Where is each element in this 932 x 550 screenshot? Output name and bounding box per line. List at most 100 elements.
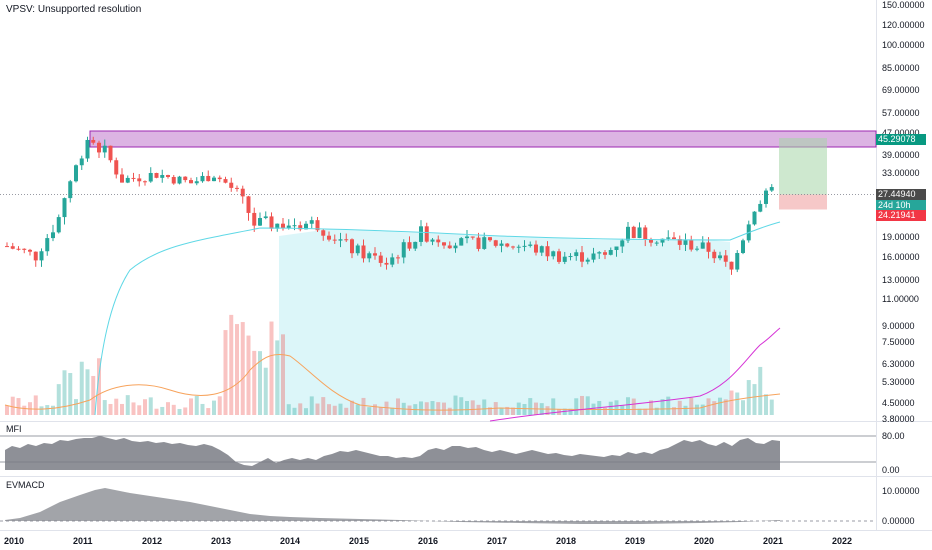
candle-body (741, 240, 745, 254)
candle-body (729, 261, 734, 270)
price-axis-label: 7.50000 (882, 337, 915, 347)
candle-body (200, 175, 205, 182)
candle-body (10, 246, 15, 249)
volume-bar (499, 407, 504, 415)
candle-body (447, 245, 452, 249)
candle-body (666, 237, 671, 239)
volume-bar (488, 407, 492, 415)
candle-body (223, 179, 228, 183)
time-axis-label: 2011 (73, 536, 93, 546)
candle-body (419, 226, 423, 242)
volume-bar (718, 397, 722, 415)
time-axis-label: 2019 (625, 536, 646, 546)
candle-body (269, 216, 274, 229)
candle-body (91, 139, 96, 143)
volume-bar (338, 403, 343, 415)
accumulation-range-fill (279, 229, 730, 415)
evmacd-pane[interactable] (0, 488, 876, 524)
candle-body (580, 252, 584, 262)
candle-body (327, 235, 331, 240)
position-stop-zone[interactable] (779, 194, 827, 210)
volume-bar (102, 400, 107, 415)
candle-body (304, 223, 308, 230)
candle-body (22, 248, 27, 250)
position-target-zone[interactable] (779, 138, 827, 195)
volume-bar (741, 400, 745, 415)
volume-bar (465, 401, 469, 415)
volume-bar (281, 334, 285, 415)
chart-title: VPSV: Unsupported resolution (6, 4, 142, 15)
volume-bar (764, 394, 768, 415)
volume-bar (91, 375, 96, 415)
volume-bar (39, 406, 44, 415)
candle-body (16, 248, 21, 250)
volume-bar (729, 390, 734, 415)
volume-bar (315, 403, 320, 415)
candle-body (585, 259, 590, 262)
candle-body (28, 249, 32, 252)
volume-bar (304, 408, 308, 415)
countdown-tag: 24d 10h (876, 200, 926, 211)
candle-body (235, 187, 239, 189)
volume-bar (298, 403, 303, 415)
volume-bar (574, 398, 579, 415)
candle-body (281, 223, 285, 229)
candle-body (614, 246, 619, 250)
candle-body (436, 239, 441, 243)
volume-bar (603, 407, 607, 415)
volume-bar (470, 400, 475, 415)
volume-bar (378, 407, 383, 415)
volume-bar (5, 405, 9, 415)
candle-body (516, 246, 521, 248)
candle-body (649, 239, 653, 243)
candle-body (735, 253, 740, 270)
volume-bar (286, 404, 291, 415)
volume-bar (194, 395, 199, 415)
candle-body (442, 242, 446, 246)
candle-body (275, 223, 280, 229)
stop-price-tag: 24.21941 (876, 210, 926, 221)
candle-body (465, 236, 469, 239)
candle-body (344, 239, 349, 241)
time-axis-label: 2020 (694, 536, 715, 546)
candle-body (177, 176, 182, 184)
candle-body (206, 175, 211, 182)
volume-bar (10, 396, 15, 415)
candle-body (493, 240, 498, 246)
volume-bar (396, 398, 400, 415)
volume-bar (551, 398, 556, 415)
candle-body (361, 245, 366, 259)
candle-body (528, 244, 533, 246)
candle-body (539, 246, 544, 253)
evmacd-axis-10: 10.00000 (882, 486, 920, 496)
volume-bar (695, 404, 699, 415)
candle-body (557, 251, 561, 262)
evmacd-label: EVMACD (6, 480, 45, 490)
volume-bar (407, 405, 412, 415)
ma-orange-line (4, 353, 781, 411)
volume-bar (154, 408, 159, 415)
volume-bar (114, 398, 119, 415)
candle-body (482, 237, 487, 249)
candle-body (637, 227, 642, 239)
mfi-pane[interactable] (0, 435, 876, 470)
volume-bar (125, 395, 130, 415)
candle-body (154, 172, 159, 178)
time-axis-label: 2013 (211, 536, 232, 546)
volume-bar (585, 396, 590, 415)
candle-body (505, 243, 510, 247)
volume-bar (482, 399, 487, 415)
candle-body (551, 251, 556, 257)
volume-bar (206, 408, 211, 415)
candle-body (574, 252, 579, 257)
long-position-tool[interactable] (779, 138, 827, 210)
volume-bar (677, 400, 682, 415)
time-axis-label: 2021 (763, 536, 784, 546)
candle-body (332, 239, 337, 241)
candle-body (39, 251, 44, 261)
volume-bar (166, 402, 170, 415)
candle-body (718, 255, 722, 259)
volume-bar (706, 398, 711, 415)
volume-bar (160, 406, 165, 415)
